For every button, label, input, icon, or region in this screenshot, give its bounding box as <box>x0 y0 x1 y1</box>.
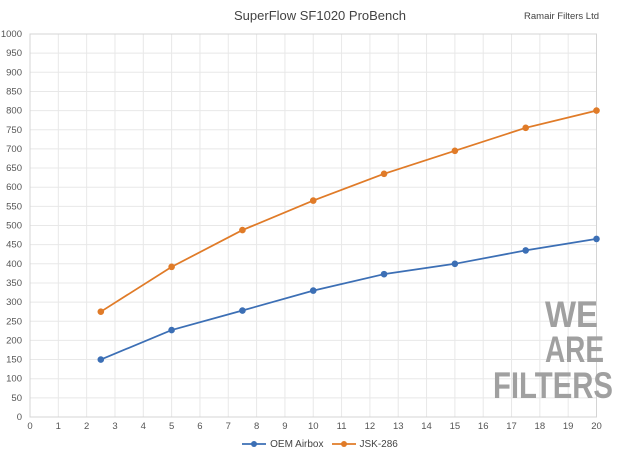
svg-text:600: 600 <box>6 182 22 193</box>
svg-text:3: 3 <box>112 421 117 432</box>
svg-text:50: 50 <box>11 393 22 404</box>
svg-text:20: 20 <box>591 421 602 432</box>
svg-text:100: 100 <box>6 374 22 385</box>
svg-text:17: 17 <box>506 421 517 432</box>
svg-text:1000: 1000 <box>1 29 22 40</box>
svg-text:12: 12 <box>365 421 376 432</box>
svg-text:ARE: ARE <box>545 329 604 370</box>
svg-text:700: 700 <box>6 144 22 155</box>
svg-text:1: 1 <box>56 421 61 432</box>
svg-text:400: 400 <box>6 259 22 270</box>
svg-text:7: 7 <box>226 421 231 432</box>
svg-text:750: 750 <box>6 125 22 136</box>
svg-text:18: 18 <box>535 421 546 432</box>
svg-text:300: 300 <box>6 297 22 308</box>
svg-text:950: 950 <box>6 48 22 59</box>
svg-text:11: 11 <box>337 421 347 432</box>
svg-text:450: 450 <box>6 240 22 251</box>
svg-text:6: 6 <box>197 421 202 432</box>
svg-text:850: 850 <box>6 86 22 97</box>
svg-text:550: 550 <box>6 201 22 212</box>
svg-text:650: 650 <box>6 163 22 174</box>
svg-text:4: 4 <box>141 421 146 432</box>
svg-text:15: 15 <box>450 421 461 432</box>
svg-text:10: 10 <box>308 421 319 432</box>
svg-text:350: 350 <box>6 278 22 289</box>
svg-text:19: 19 <box>563 421 574 432</box>
svg-text:200: 200 <box>6 335 22 346</box>
svg-text:150: 150 <box>6 355 22 366</box>
svg-text:14: 14 <box>421 421 432 432</box>
svg-text:2: 2 <box>84 421 89 432</box>
svg-text:500: 500 <box>6 221 22 232</box>
svg-text:250: 250 <box>6 316 22 327</box>
svg-text:9: 9 <box>282 421 287 432</box>
svg-text:0: 0 <box>17 412 22 423</box>
svg-text:5: 5 <box>169 421 174 432</box>
svg-text:FILTERS: FILTERS <box>493 365 613 406</box>
svg-text:0: 0 <box>27 421 32 432</box>
svg-text:13: 13 <box>393 421 404 432</box>
svg-text:16: 16 <box>478 421 489 432</box>
svg-text:900: 900 <box>6 67 22 78</box>
svg-text:8: 8 <box>254 421 259 432</box>
svg-text:800: 800 <box>6 106 22 117</box>
